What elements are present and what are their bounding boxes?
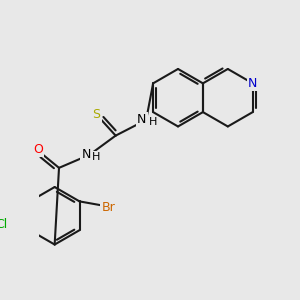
- Text: H: H: [92, 152, 101, 162]
- Text: N: N: [248, 77, 257, 90]
- Text: Cl: Cl: [0, 218, 7, 231]
- Text: H: H: [149, 117, 157, 127]
- Text: N: N: [137, 113, 146, 126]
- Text: S: S: [92, 108, 101, 121]
- Text: O: O: [33, 143, 43, 156]
- Text: N: N: [81, 148, 91, 161]
- Text: Br: Br: [101, 201, 115, 214]
